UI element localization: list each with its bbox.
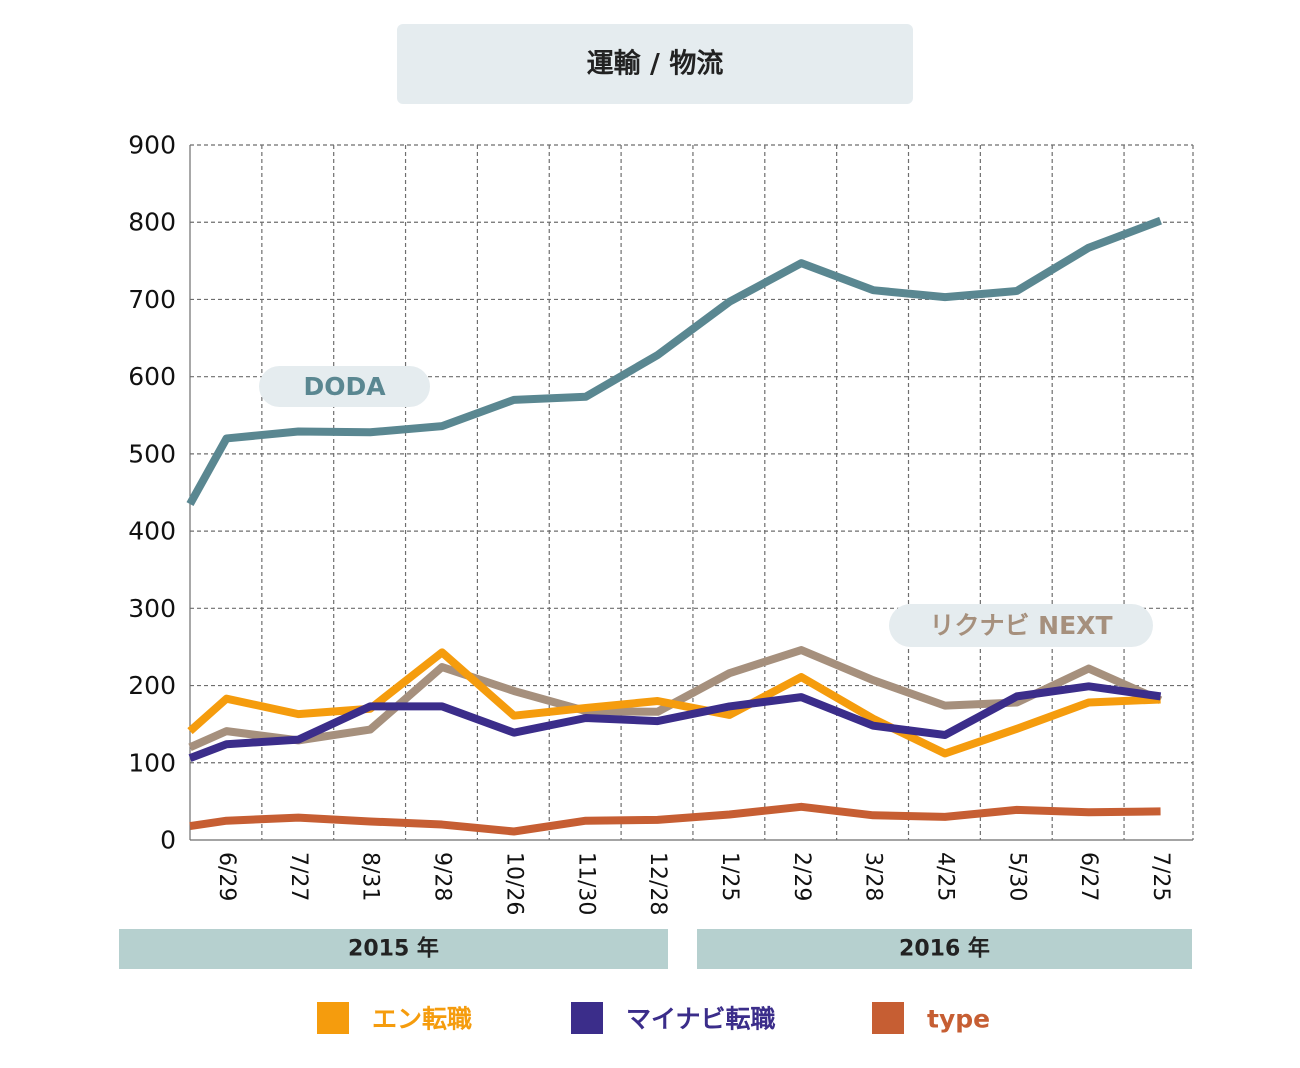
legend-label: type	[927, 1005, 990, 1034]
callout-label: DODA	[303, 372, 386, 401]
gridlines	[189, 144, 1194, 841]
x-tick-label: 11/30	[573, 852, 598, 915]
x-tick-label: 6/27	[1076, 852, 1101, 901]
x-tick-label: 6/29	[214, 852, 239, 901]
series-line-type	[189, 802, 1161, 836]
x-tick-label: 10/26	[501, 852, 526, 915]
y-axis-labels: 0 100 200 300 400 500 600 700 800 900	[128, 131, 176, 855]
callout-label: リクナビ NEXT	[929, 611, 1112, 640]
year-label: 2015 年	[348, 936, 439, 962]
y-tick-label: 400	[128, 517, 176, 546]
x-tick-label: 7/25	[1148, 852, 1173, 901]
y-tick-label: 0	[160, 826, 176, 855]
x-tick-label: 4/25	[933, 852, 958, 901]
x-tick-label: 7/27	[286, 852, 311, 901]
y-tick-label: 300	[128, 594, 176, 623]
year-band	[119, 929, 668, 969]
legend-swatch	[317, 1002, 349, 1034]
x-tick-label: 9/28	[430, 852, 455, 901]
legend-swatch	[872, 1002, 904, 1034]
y-tick-label: 600	[128, 362, 176, 391]
x-tick-label: 2/29	[789, 852, 814, 901]
x-axis-labels: 6/29 7/27 8/31 9/28 10/26 11/30 12/28 1/25 2/29 3…	[214, 852, 1173, 915]
series-line-rikunabi	[188, 646, 1163, 751]
x-tick-label: 12/28	[645, 852, 670, 915]
title-box	[397, 24, 913, 104]
series-callouts: DODA リクナビ NEXT	[259, 366, 1153, 647]
year-label: 2016 年	[899, 936, 990, 962]
y-tick-label: 700	[128, 285, 176, 314]
y-tick-label: 900	[128, 131, 176, 160]
legend-label: マイナビ転職	[626, 1005, 776, 1034]
chart-title: 運輸 / 物流	[587, 48, 724, 80]
year-band	[697, 929, 1192, 969]
series-line-en	[187, 648, 1161, 758]
legend-swatch	[571, 1002, 603, 1034]
y-tick-label: 500	[128, 439, 176, 468]
x-tick-label: 1/25	[717, 852, 742, 901]
x-tick-label: 8/31	[358, 852, 383, 901]
y-tick-label: 100	[128, 748, 176, 777]
y-tick-label: 800	[128, 208, 176, 237]
legend-label: エン転職	[372, 1005, 472, 1034]
callout-bubble	[889, 604, 1153, 647]
x-tick-label: 5/30	[1004, 852, 1029, 901]
legend: エン転職 マイナビ転職 type	[317, 1002, 990, 1034]
x-tick-label: 3/28	[861, 852, 886, 901]
year-bands: 2015 年 2016 年	[119, 929, 1192, 969]
series-lines	[186, 216, 1163, 836]
series-line-mynavi	[188, 682, 1162, 762]
callout-bubble	[259, 366, 430, 407]
y-tick-label: 200	[128, 671, 176, 700]
series-line-doda	[186, 216, 1162, 507]
